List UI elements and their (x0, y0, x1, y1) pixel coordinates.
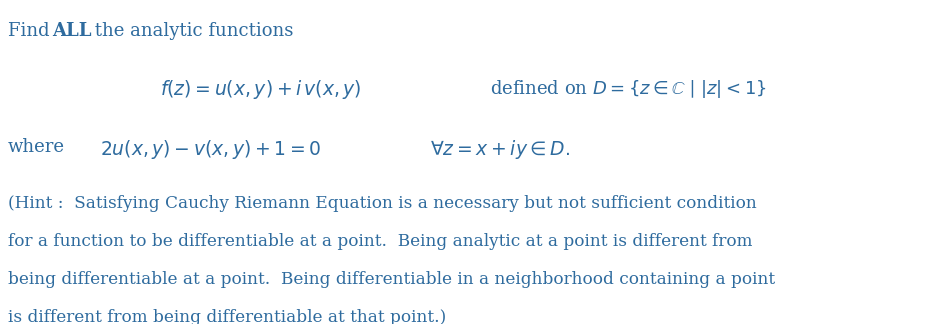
Text: the analytic functions: the analytic functions (89, 22, 293, 40)
Text: ALL: ALL (52, 22, 92, 40)
Text: being differentiable at a point.  Being differentiable in a neighborhood contain: being differentiable at a point. Being d… (8, 271, 775, 288)
Text: $\forall z = x + iy \in D.$: $\forall z = x + iy \in D.$ (430, 138, 570, 161)
Text: Find: Find (8, 22, 55, 40)
Text: defined on $D = \{z \in \mathbb{C}\mid |z| < 1\}$: defined on $D = \{z \in \mathbb{C}\mid |… (490, 78, 767, 100)
Text: $f(z) = u(x, y) + i\,v(x, y)$: $f(z) = u(x, y) + i\,v(x, y)$ (160, 78, 361, 101)
Text: (Hint :  Satisfying Cauchy Riemann Equation is a necessary but not sufficient co: (Hint : Satisfying Cauchy Riemann Equati… (8, 195, 757, 212)
Text: is different from being differentiable at that point.): is different from being differentiable a… (8, 309, 446, 324)
Text: where: where (8, 138, 65, 156)
Text: $2u(x, y) - v(x, y) + 1 = 0$: $2u(x, y) - v(x, y) + 1 = 0$ (100, 138, 321, 161)
Text: for a function to be differentiable at a point.  Being analytic at a point is di: for a function to be differentiable at a… (8, 233, 753, 250)
